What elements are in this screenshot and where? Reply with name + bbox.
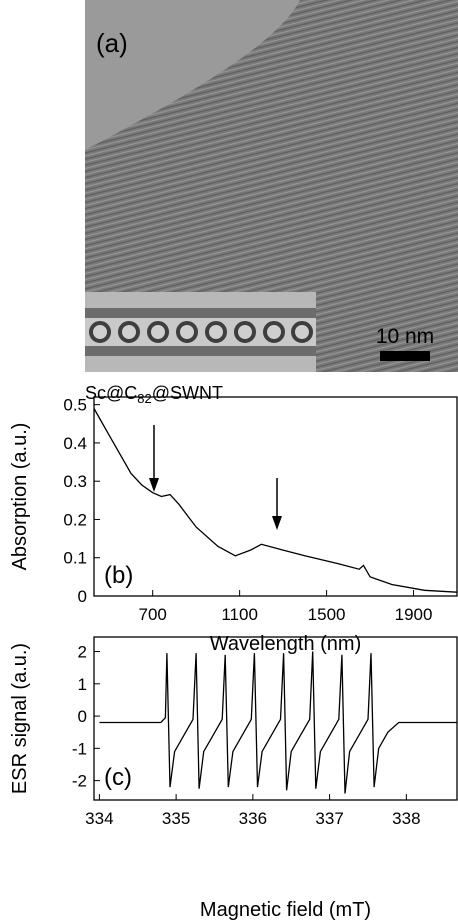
- tem-image: [85, 0, 458, 372]
- caption-part: Sc@C: [85, 383, 137, 403]
- x-tick-label: 337: [315, 809, 343, 828]
- plot-frame: [93, 396, 458, 597]
- y-tick-label: 0: [78, 587, 87, 606]
- y-tick-label: 0.2: [63, 510, 87, 529]
- y-axis-label: Absorption (a.u.): [9, 423, 31, 571]
- caption-subscript: 82: [137, 391, 151, 406]
- x-tick-label: 334: [85, 809, 113, 828]
- y-tick-label: 0.4: [63, 434, 87, 453]
- x-tick-label: 1900: [395, 605, 433, 624]
- panel-label: (c): [104, 764, 132, 791]
- y-tick-label: 2: [78, 643, 87, 662]
- data-line: [99, 651, 457, 794]
- y-tick-label: 0.1: [63, 549, 87, 568]
- data-line: [93, 408, 458, 593]
- y-axis-label: ESR signal (a.u.): [9, 643, 31, 794]
- x-tick-label: 336: [239, 809, 267, 828]
- y-tick-label: -1: [72, 739, 87, 758]
- x-tick-label: 335: [162, 809, 190, 828]
- panel-label: (b): [104, 562, 133, 589]
- x-axis-label: Wavelength (nm): [210, 633, 362, 655]
- x-tick-label: 1100: [221, 605, 258, 624]
- caption: Sc@C82@SWNT: [85, 383, 223, 406]
- caption-part: @SWNT: [152, 383, 223, 403]
- y-tick-label: -2: [72, 772, 87, 791]
- x-tick-label: 700: [139, 605, 167, 624]
- y-tick-label: 0.3: [63, 472, 87, 491]
- plot-frame: [93, 636, 458, 801]
- arrows: [149, 425, 282, 530]
- y-tick-label: 0.5: [63, 396, 87, 415]
- panel-label: (a): [96, 28, 128, 58]
- x-axis-label: Magnetic field (mT): [200, 899, 371, 921]
- x-tick-label: 338: [392, 809, 420, 828]
- x-tick-label: 1500: [308, 605, 346, 624]
- scale-bar-label: 10 nm: [376, 325, 434, 348]
- y-tick-label: 0: [78, 707, 87, 726]
- y-tick-label: 1: [78, 675, 87, 694]
